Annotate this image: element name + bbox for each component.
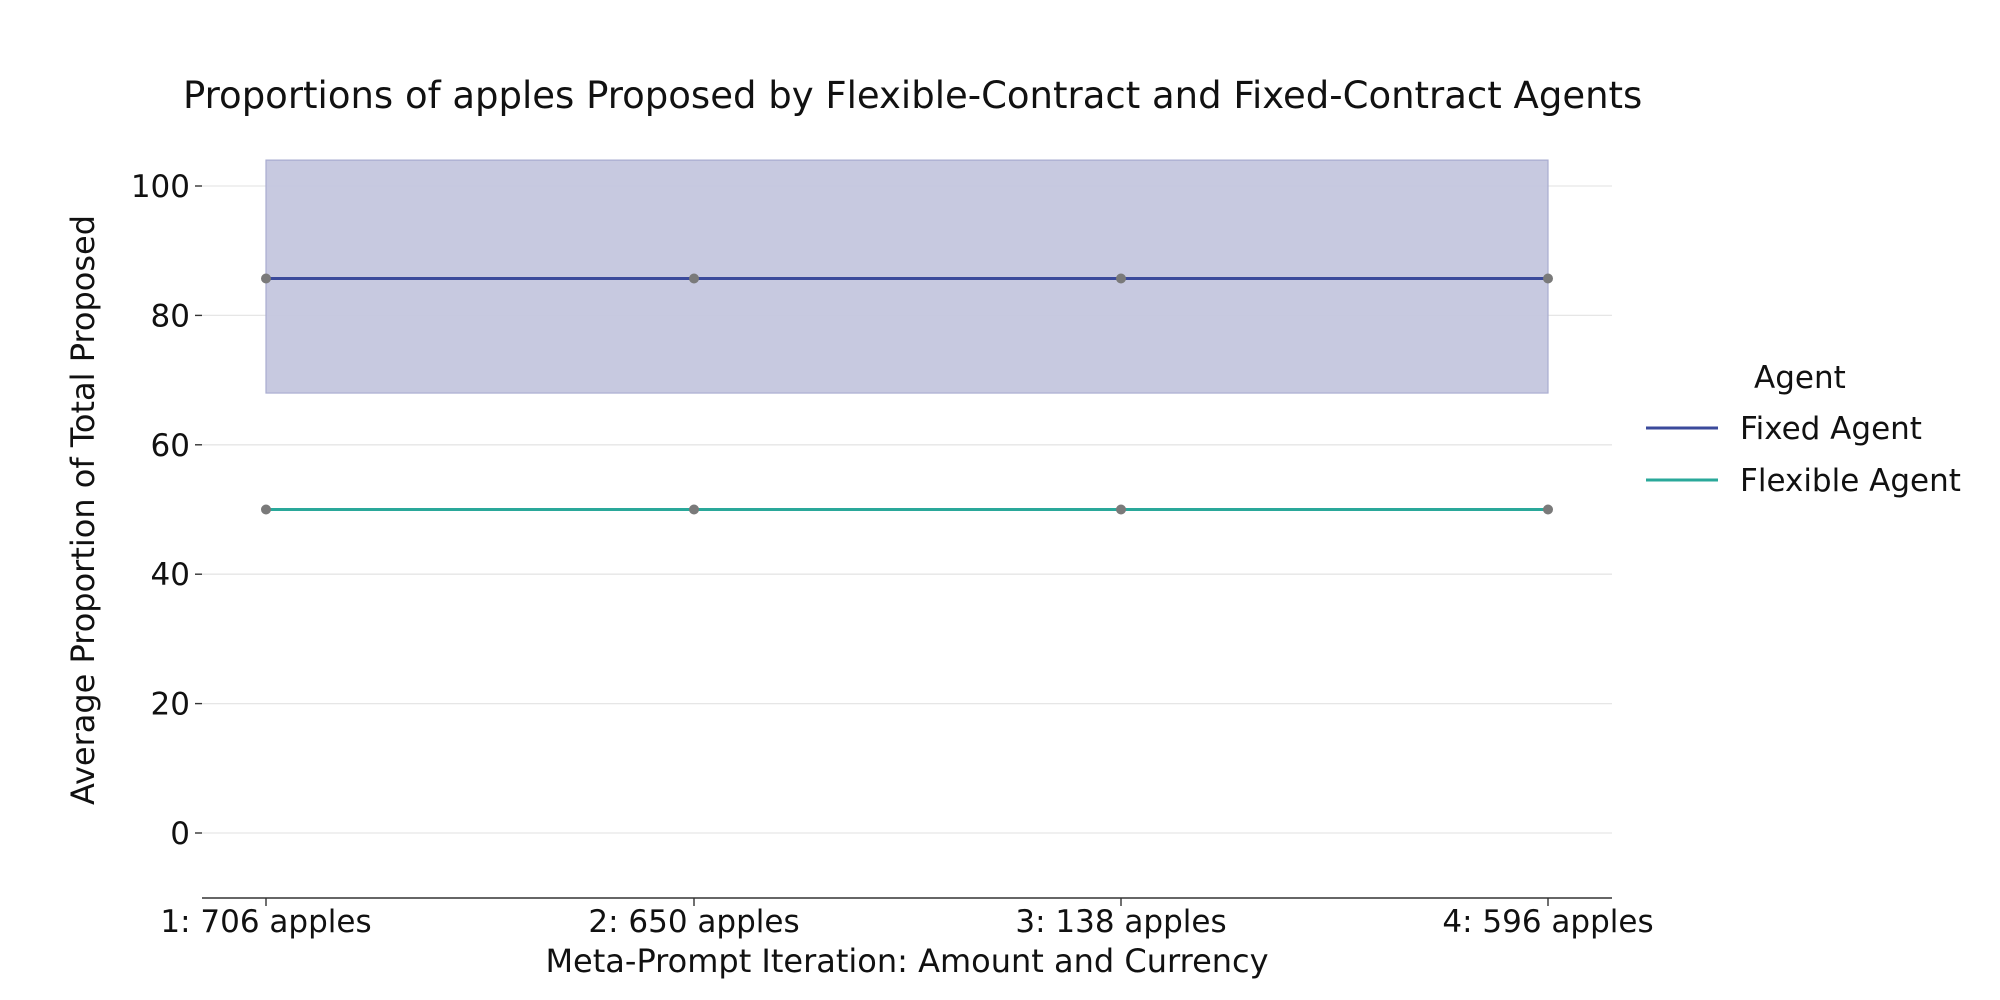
y-tick-label: 0 [170,816,190,852]
y-axis-title: Average Proportion of Total Proposed [64,215,102,805]
chart-title: Proportions of apples Proposed by Flexib… [183,74,1642,117]
series-lines [266,277,1548,511]
y-tick-label: 80 [151,298,190,334]
y-tick-label: 20 [151,687,190,723]
flexible-agent-point-3 [1116,504,1126,515]
x-tick-label: 1: 706 apples [160,904,371,940]
y-tick-label: 60 [151,428,190,464]
x-ticks: 1: 706 apples 2: 650 apples 3: 138 apples 4… [160,898,1654,940]
data-points [261,273,1553,515]
confidence-bands [265,159,1549,394]
legend: Agent Fixed Agent Flexible Agent [1646,360,1961,499]
x-tick-label: 4: 596 apples [1442,904,1653,940]
legend-label-fixed-agent: Fixed Agent [1740,411,1922,447]
fixed-agent-point-2 [689,273,699,284]
fixed-agent-band [265,159,1549,394]
flexible-agent-point-2 [689,504,699,515]
x-axis-title: Meta-Prompt Iteration: Amount and Curren… [545,942,1268,980]
flexible-agent-point-1 [261,504,271,515]
fixed-agent-point-1 [261,273,271,284]
legend-label-flexible-agent: Flexible Agent [1740,463,1961,499]
x-tick-label: 2: 650 apples [588,904,799,940]
x-tick-label: 3: 138 apples [1015,904,1226,940]
fixed-agent-point-3 [1116,273,1126,284]
fixed-agent-point-4 [1543,273,1553,284]
y-tick-label: 40 [151,557,190,593]
flexible-agent-point-4 [1543,504,1553,515]
y-ticks: 0 20 40 60 80 100 [131,169,202,852]
y-tick-label: 100 [131,169,190,205]
legend-title: Agent [1754,360,1846,396]
